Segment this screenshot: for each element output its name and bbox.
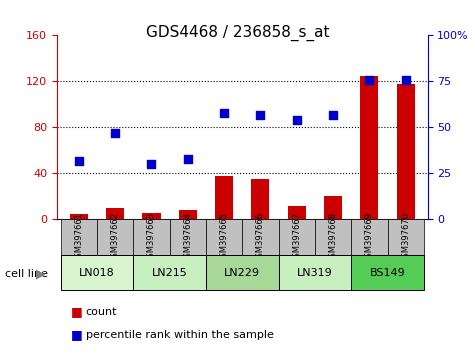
Text: ■: ■ xyxy=(71,328,83,341)
Point xyxy=(293,117,301,123)
FancyBboxPatch shape xyxy=(315,219,351,255)
FancyBboxPatch shape xyxy=(97,219,133,255)
FancyBboxPatch shape xyxy=(278,255,351,290)
Text: cell line: cell line xyxy=(5,269,48,279)
FancyBboxPatch shape xyxy=(278,219,315,255)
Text: GSM397662: GSM397662 xyxy=(111,212,120,263)
Bar xyxy=(361,76,379,219)
Point xyxy=(75,158,83,164)
FancyBboxPatch shape xyxy=(388,219,424,255)
Text: LN229: LN229 xyxy=(224,268,260,278)
Text: count: count xyxy=(86,307,117,316)
FancyBboxPatch shape xyxy=(170,219,206,255)
Point xyxy=(366,77,373,82)
Bar xyxy=(288,206,306,219)
Point xyxy=(220,110,228,115)
Point xyxy=(402,77,409,82)
FancyBboxPatch shape xyxy=(351,219,388,255)
Text: GSM397667: GSM397667 xyxy=(292,212,301,263)
Point xyxy=(148,161,155,167)
Point xyxy=(256,112,264,118)
FancyBboxPatch shape xyxy=(61,255,133,290)
Text: LN018: LN018 xyxy=(79,268,115,278)
FancyBboxPatch shape xyxy=(206,255,278,290)
FancyBboxPatch shape xyxy=(61,219,97,255)
Text: GSM397664: GSM397664 xyxy=(183,212,192,263)
Text: ■: ■ xyxy=(71,305,83,318)
Text: GSM397666: GSM397666 xyxy=(256,212,265,263)
Text: ▶: ▶ xyxy=(36,268,45,281)
Point xyxy=(329,112,337,118)
Text: GSM397670: GSM397670 xyxy=(401,212,410,263)
Text: GSM397663: GSM397663 xyxy=(147,212,156,263)
Bar xyxy=(251,179,269,219)
Point xyxy=(111,130,119,136)
FancyBboxPatch shape xyxy=(242,219,278,255)
Text: BS149: BS149 xyxy=(370,268,406,278)
FancyBboxPatch shape xyxy=(133,219,170,255)
Bar xyxy=(106,208,124,219)
Point xyxy=(184,156,191,161)
Text: GSM397669: GSM397669 xyxy=(365,212,374,263)
Bar xyxy=(397,84,415,219)
Bar xyxy=(215,176,233,219)
Text: GSM397661: GSM397661 xyxy=(74,212,83,263)
Text: GSM397665: GSM397665 xyxy=(219,212,228,263)
Bar xyxy=(324,196,342,219)
Bar xyxy=(142,212,161,219)
Text: GSM397668: GSM397668 xyxy=(329,212,338,263)
Text: LN319: LN319 xyxy=(297,268,333,278)
Bar xyxy=(70,214,88,219)
FancyBboxPatch shape xyxy=(133,255,206,290)
Text: percentile rank within the sample: percentile rank within the sample xyxy=(86,330,274,339)
Text: LN215: LN215 xyxy=(152,268,188,278)
Bar xyxy=(179,210,197,219)
Text: GDS4468 / 236858_s_at: GDS4468 / 236858_s_at xyxy=(146,25,329,41)
FancyBboxPatch shape xyxy=(206,219,242,255)
FancyBboxPatch shape xyxy=(351,255,424,290)
